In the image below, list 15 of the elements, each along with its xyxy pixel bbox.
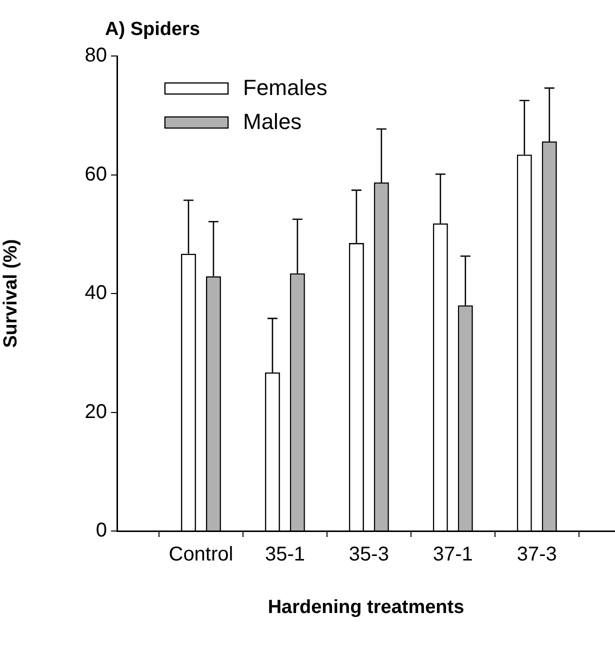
x-tick-label: 37-1 bbox=[432, 544, 473, 566]
y-tick-label: 20 bbox=[84, 400, 107, 423]
y-tick-label: 60 bbox=[84, 163, 107, 186]
x-tick-label: 35-3 bbox=[348, 544, 389, 566]
y-tick-label: 40 bbox=[84, 282, 107, 304]
chart-title: A) Spiders bbox=[105, 19, 200, 40]
x-tick-label: 37-3 bbox=[516, 544, 557, 566]
x-tick-label: 35-1 bbox=[264, 544, 305, 566]
legend-label: Females bbox=[243, 75, 328, 100]
x-tick-label: Control bbox=[168, 544, 234, 566]
y-tick-label: 80 bbox=[84, 44, 107, 67]
legend-label: Males bbox=[243, 109, 302, 134]
x-axis-title: Hardening treatments bbox=[268, 596, 464, 618]
y-tick-label: 0 bbox=[96, 520, 107, 542]
y-axis-title: Survival (%) bbox=[0, 239, 22, 348]
